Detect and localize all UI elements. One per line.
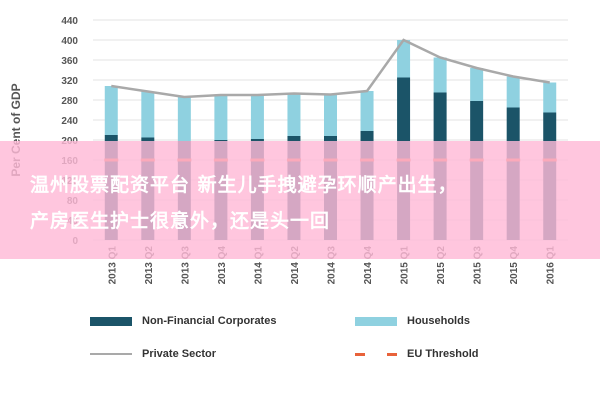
- bar-households: [543, 82, 557, 113]
- x-tick-label: 2013 Q1: [107, 246, 118, 285]
- bar-households: [214, 95, 228, 140]
- bar-households: [141, 91, 155, 138]
- y-tick-label: 360: [61, 56, 78, 67]
- y-tick-label: 240: [61, 116, 78, 127]
- x-tick-label: 2015 Q4: [509, 246, 520, 285]
- bar-households: [177, 97, 191, 141]
- y-tick-label: 280: [61, 96, 78, 107]
- x-tick-label: 2014 Q1: [253, 246, 264, 285]
- x-tick-label: 2013 Q3: [180, 246, 191, 285]
- x-tick-label: 2015 Q1: [400, 246, 411, 285]
- private-sector-line-group: [111, 38, 550, 99]
- x-tick-label: 2014 Q3: [327, 246, 338, 285]
- bar-households: [324, 94, 337, 136]
- banner-overlay[interactable]: 温州股票配资平台 新生儿手拽避孕环顺产出生， 产房医生护士很意外，还是头一回: [0, 141, 600, 259]
- bar-households: [433, 57, 447, 93]
- bar-households: [506, 76, 520, 108]
- x-axis-ticks: 2013 Q1 2013 Q2 2013 Q3 2013 Q4 2014 Q1 2014 …: [107, 246, 556, 285]
- y-tick-label: 320: [61, 76, 78, 87]
- x-tick-label: 2013 Q2: [144, 246, 155, 285]
- x-tick-label: 2014 Q4: [363, 246, 374, 285]
- x-tick-label: 2015 Q3: [473, 246, 484, 285]
- x-tick-label: 2015 Q2: [436, 246, 447, 285]
- private-sector-line: [111, 38, 550, 99]
- bar-households: [287, 93, 301, 136]
- bar-households: [104, 86, 118, 135]
- x-tick-label: 2016 Q1: [546, 246, 557, 285]
- banner-text[interactable]: 温州股票配资平台 新生儿手拽避孕环顺产出生， 产房医生护士很意外，还是头一回: [30, 167, 590, 239]
- bar-households: [360, 91, 374, 131]
- banner-line-1: 温州股票配资平台 新生儿手拽避孕环顺产出生，: [30, 174, 458, 196]
- x-tick-label: 2013 Q4: [217, 246, 228, 285]
- y-tick-label: 440: [61, 16, 78, 27]
- y-tick-label: 400: [61, 36, 78, 47]
- bar-households: [470, 68, 484, 101]
- banner-line-2: 产房医生护士很意外，还是头一回: [30, 210, 331, 232]
- bar-households: [397, 40, 411, 78]
- x-tick-label: 2014 Q2: [290, 246, 301, 285]
- bar-households: [250, 95, 264, 139]
